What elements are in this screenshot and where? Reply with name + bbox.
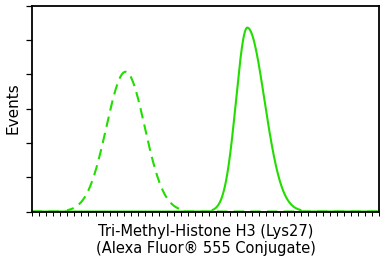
X-axis label: Tri-Methyl-Histone H3 (Lys27)
(Alexa Fluor® 555 Conjugate): Tri-Methyl-Histone H3 (Lys27) (Alexa Flu…	[95, 224, 315, 256]
Y-axis label: Events: Events	[5, 83, 20, 134]
